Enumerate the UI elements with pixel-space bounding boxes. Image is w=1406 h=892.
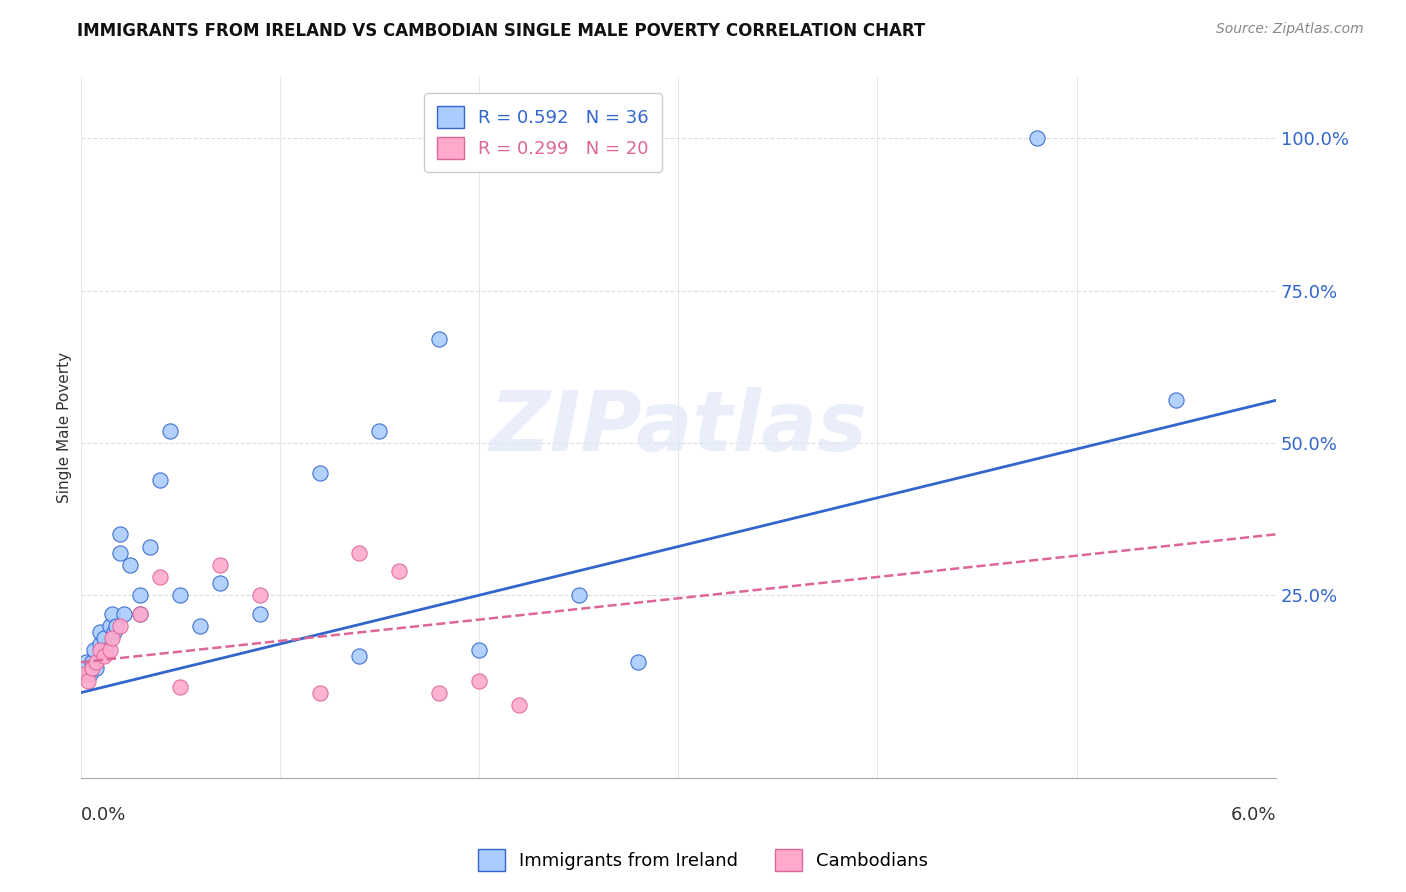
Y-axis label: Single Male Poverty: Single Male Poverty — [58, 352, 72, 503]
Point — [93, 631, 115, 645]
Point — [208, 576, 231, 591]
Point — [110, 527, 132, 541]
Point — [86, 655, 108, 669]
Point — [93, 649, 115, 664]
Point — [468, 673, 491, 688]
Text: IMMIGRANTS FROM IRELAND VS CAMBODIAN SINGLE MALE POVERTY CORRELATION CHART: IMMIGRANTS FROM IRELAND VS CAMBODIAN SIN… — [77, 22, 925, 40]
Point — [149, 570, 172, 584]
Text: 6.0%: 6.0% — [1230, 806, 1277, 824]
Point — [112, 607, 135, 621]
Point — [427, 686, 450, 700]
Point — [101, 631, 124, 645]
Point — [308, 686, 330, 700]
Point — [508, 698, 530, 712]
Point — [110, 546, 132, 560]
Point — [105, 618, 128, 632]
Point — [82, 661, 104, 675]
Point — [1166, 393, 1188, 408]
Point — [120, 558, 142, 572]
Legend: Immigrants from Ireland, Cambodians: Immigrants from Ireland, Cambodians — [471, 842, 935, 879]
Point — [427, 332, 450, 346]
Point — [100, 643, 122, 657]
Point — [110, 618, 132, 632]
Point — [349, 546, 371, 560]
Point — [103, 624, 125, 639]
Point — [83, 643, 105, 657]
Point — [188, 618, 211, 632]
Point — [100, 618, 122, 632]
Point — [86, 661, 108, 675]
Text: 0.0%: 0.0% — [80, 806, 127, 824]
Point — [89, 637, 111, 651]
Point — [568, 588, 591, 602]
Point — [208, 558, 231, 572]
Point — [129, 588, 152, 602]
Point — [249, 588, 271, 602]
Point — [139, 540, 162, 554]
Point — [149, 473, 172, 487]
Point — [77, 673, 100, 688]
Point — [169, 680, 191, 694]
Point — [368, 424, 391, 438]
Point — [101, 607, 124, 621]
Point — [129, 607, 152, 621]
Text: ZIPatlas: ZIPatlas — [489, 387, 868, 468]
Point — [73, 661, 96, 675]
Point — [159, 424, 181, 438]
Point — [468, 643, 491, 657]
Point — [1025, 131, 1047, 145]
Point — [73, 667, 96, 681]
Point — [349, 649, 371, 664]
Point — [96, 643, 118, 657]
Point — [79, 667, 101, 681]
Point — [627, 655, 650, 669]
Point — [89, 624, 111, 639]
Point — [129, 607, 152, 621]
Point — [82, 655, 104, 669]
Text: Source: ZipAtlas.com: Source: ZipAtlas.com — [1216, 22, 1364, 37]
Point — [388, 564, 411, 578]
Point — [89, 643, 111, 657]
Point — [308, 467, 330, 481]
Point — [249, 607, 271, 621]
Point — [76, 655, 98, 669]
Point — [169, 588, 191, 602]
Legend: R = 0.592   N = 36, R = 0.299   N = 20: R = 0.592 N = 36, R = 0.299 N = 20 — [425, 94, 662, 172]
